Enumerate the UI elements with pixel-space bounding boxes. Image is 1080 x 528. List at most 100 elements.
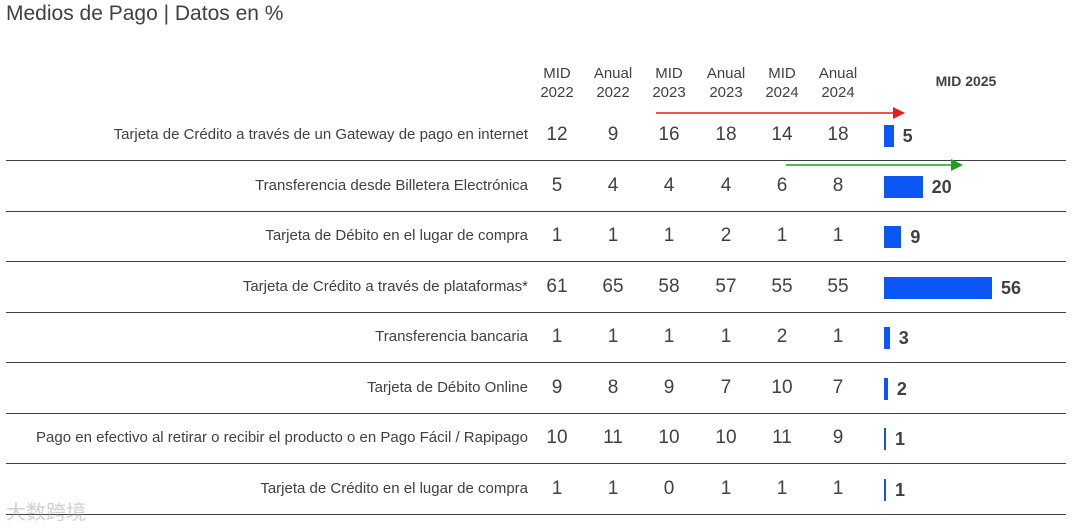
table-row: Tarjeta de Débito en el lugar de compra 1… <box>6 211 1066 262</box>
table-cell: 1 <box>607 225 619 246</box>
column-header-line1: Anual <box>818 65 858 82</box>
table-cell: 1 <box>551 225 563 246</box>
table-cell: 4 <box>663 174 675 196</box>
table-cell: 9 <box>663 376 675 398</box>
mid-2025-bar <box>884 478 886 501</box>
watermark-logo: 大数跨境 <box>6 502 86 524</box>
table-cell: 61 <box>546 275 568 297</box>
column-header: Anual 2023 <box>694 64 758 102</box>
table-row: Tarjeta de Crédito en el lugar de compra… <box>6 464 1066 515</box>
column-header: MID 2022 <box>525 64 589 102</box>
table-cell: 10 <box>715 427 737 448</box>
mid-2025-value: 20 <box>931 176 952 197</box>
column-header: Anual 2024 <box>806 64 870 102</box>
mid-2025-value: 56 <box>1001 277 1022 298</box>
column-header-line2: 2022 <box>596 84 630 101</box>
column-header-line1: MID <box>655 65 683 82</box>
table-cell: 57 <box>715 275 737 297</box>
table-cell: 1 <box>832 477 844 499</box>
table-cell: 0 <box>663 477 675 499</box>
column-header-line1: Anual <box>706 65 746 82</box>
row-label: Pago en efectivo al retirar o recibir el… <box>36 429 528 446</box>
row-label: Transferencia bancaria <box>375 328 528 345</box>
mid-2025-bar <box>884 327 890 349</box>
mid-2025-value: 5 <box>902 126 913 146</box>
mid-2025-value: 3 <box>898 328 909 348</box>
table-cell: 2 <box>720 225 732 246</box>
column-header-line2: 2023 <box>652 84 686 101</box>
column-header: MID 2024 <box>750 64 814 102</box>
table-cell: 1 <box>720 477 732 499</box>
column-header-line2: 2024 <box>821 84 855 101</box>
table-cell: 1 <box>551 326 563 347</box>
table-cell: 4 <box>607 174 619 196</box>
table-row: Transferencia desde Billetera Electrónic… <box>6 161 1066 212</box>
table-cell: 1 <box>776 225 788 246</box>
table-cell: 58 <box>658 275 680 297</box>
table-cell: 18 <box>715 124 737 145</box>
table-cell: 1 <box>776 477 788 499</box>
table-cell: 1 <box>832 326 844 347</box>
table-cell: 55 <box>827 275 849 297</box>
table-cell: 1 <box>607 326 619 347</box>
row-label: Tarjeta de Crédito en el lugar de compra <box>260 479 528 497</box>
table-cell: 5 <box>551 174 563 196</box>
mid-2025-bar <box>884 276 992 299</box>
table-cell: 1 <box>607 477 619 499</box>
table-cell: 11 <box>772 427 792 448</box>
table-cell: 8 <box>607 376 619 398</box>
table-cell: 1 <box>832 225 844 246</box>
table-cell: 65 <box>602 275 624 297</box>
table-cell: 1 <box>663 326 675 347</box>
table-row: Pago en efectivo al retirar o recibir el… <box>6 413 1066 464</box>
table-cell: 8 <box>832 174 844 196</box>
mid-2025-bar <box>884 175 923 198</box>
table-cell: 10 <box>771 376 793 398</box>
column-header-line1: MID <box>543 65 571 82</box>
mid-2025-bar <box>884 377 888 400</box>
table-cell: 9 <box>551 376 563 398</box>
page-title: Medios de Pago | Datos en % <box>6 2 284 25</box>
table-cell: 9 <box>832 427 844 448</box>
table-cell: 11 <box>603 427 623 448</box>
mid-2025-bar <box>884 125 894 147</box>
table-row: Tarjeta de Crédito a través de un Gatewa… <box>6 110 1066 161</box>
row-label: Tarjeta de Débito en el lugar de compra <box>265 227 528 244</box>
mid-2025-value: 1 <box>895 479 906 500</box>
row-label: Tarjeta de Crédito a través de un Gatewa… <box>113 126 528 143</box>
table-cell: 16 <box>658 124 680 145</box>
table-cell: 2 <box>776 326 788 347</box>
table-row: Tarjeta de Crédito a través de plataform… <box>6 262 1066 313</box>
table-cell: 1 <box>551 477 563 499</box>
row-label: Tarjeta de Débito Online <box>367 378 528 396</box>
row-label: Transferencia desde Billetera Electrónic… <box>255 176 528 194</box>
column-header-line1: Anual <box>593 65 633 82</box>
mid-2025-header: MID 2025 <box>935 73 997 89</box>
table-cell: 7 <box>832 376 844 398</box>
mid-2025-bar <box>884 428 886 450</box>
table-cell: 55 <box>771 275 793 297</box>
table-cell: 18 <box>827 124 849 145</box>
table-cell: 14 <box>771 124 793 145</box>
mid-2025-value: 1 <box>895 429 906 449</box>
mid-2025-value: 9 <box>910 227 921 247</box>
column-header-line2: 2023 <box>709 84 743 101</box>
table-cell: 1 <box>663 225 675 246</box>
column-header-line2: 2024 <box>765 84 799 101</box>
table-cell: 6 <box>776 174 788 196</box>
mid-2025-bar <box>884 226 902 248</box>
row-label: Tarjeta de Crédito a través de plataform… <box>242 277 528 295</box>
table-cell: 12 <box>546 124 568 145</box>
column-header: Anual 2022 <box>581 64 645 102</box>
table-cell: 1 <box>720 326 732 347</box>
table-cell: 4 <box>720 174 732 196</box>
column-header: MID 2023 <box>637 64 701 102</box>
table-cell: 10 <box>658 427 680 448</box>
table-cell: 9 <box>607 124 619 145</box>
table-cell: 10 <box>546 427 568 448</box>
table-row: Tarjeta de Débito Online 9 8 9 7 10 7 2 <box>6 363 1066 414</box>
table-row: Transferencia bancaria 1 1 1 1 2 1 3 <box>6 312 1066 363</box>
mid-2025-value: 2 <box>896 378 907 399</box>
table-cell: 7 <box>720 376 732 398</box>
